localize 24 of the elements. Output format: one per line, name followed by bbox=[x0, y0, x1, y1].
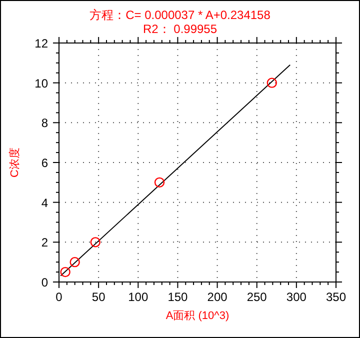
chart-subtitle: R2： 0.99955 bbox=[142, 22, 218, 36]
point bbox=[90, 237, 101, 248]
point bbox=[154, 177, 165, 188]
point bbox=[70, 256, 80, 268]
x-axis-title: A面积 (10^3) bbox=[166, 310, 230, 322]
point bbox=[60, 266, 70, 278]
x-tick-label: 0 bbox=[56, 290, 63, 304]
x-tick-label: 300 bbox=[286, 290, 307, 304]
y-tick-label: 6 bbox=[41, 156, 48, 170]
x-tick-label: 200 bbox=[207, 290, 228, 304]
y-tick-label: 2 bbox=[41, 236, 48, 250]
y-axis-title: C浓度 bbox=[8, 148, 21, 178]
y-tick-label: 10 bbox=[34, 76, 48, 90]
x-tick-label: 50 bbox=[92, 290, 106, 304]
chart-title: 方程：C= 0.000037 * A+0.234158 bbox=[90, 8, 271, 22]
point bbox=[266, 78, 277, 88]
x-tick-label: 150 bbox=[168, 290, 188, 304]
y-tick-label: 4 bbox=[41, 196, 48, 210]
y-tick-label: 8 bbox=[41, 116, 48, 130]
y-tick-label: 12 bbox=[34, 36, 48, 50]
x-tick-label: 100 bbox=[128, 290, 148, 304]
x-tick-label: 350 bbox=[326, 290, 346, 304]
y-tick-label: 0 bbox=[41, 276, 48, 290]
x-tick-label: 250 bbox=[246, 290, 268, 304]
